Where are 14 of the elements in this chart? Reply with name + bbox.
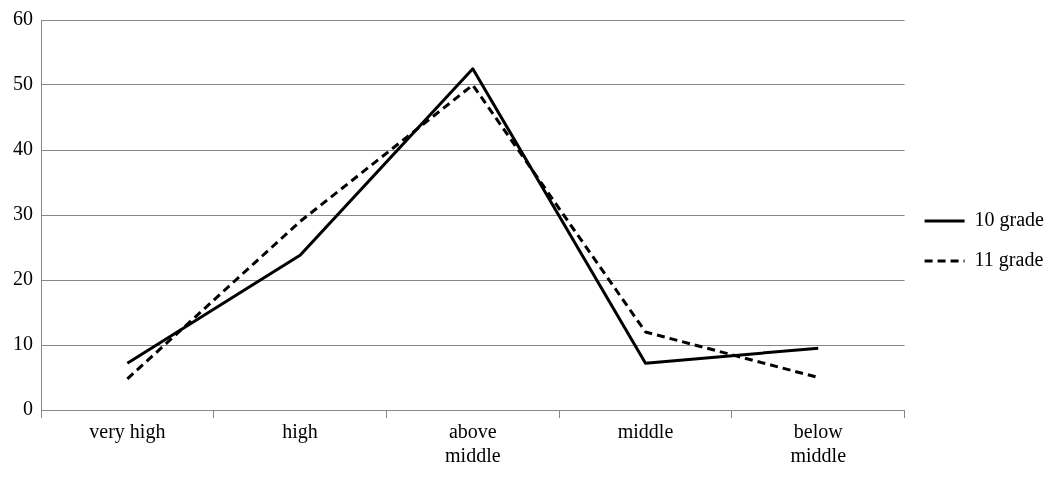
- y-tick-label: 10: [13, 332, 33, 355]
- y-tick-label: 50: [13, 72, 33, 95]
- x-tick-label: below middle: [790, 420, 847, 467]
- legend-label: 11 grade: [974, 248, 1044, 272]
- legend-label: 10 grade: [974, 208, 1045, 232]
- x-tick-label: middle: [617, 420, 674, 443]
- y-tick-label: 30: [13, 202, 33, 225]
- y-tick-label: 0: [23, 397, 33, 420]
- y-tick-label: 20: [13, 267, 33, 290]
- y-tick-label: 60: [13, 7, 33, 30]
- x-tick-label: high: [282, 420, 318, 444]
- x-tick-label: very high: [89, 420, 166, 444]
- x-tick-label: above middle: [445, 420, 501, 467]
- y-tick-label: 40: [13, 137, 33, 160]
